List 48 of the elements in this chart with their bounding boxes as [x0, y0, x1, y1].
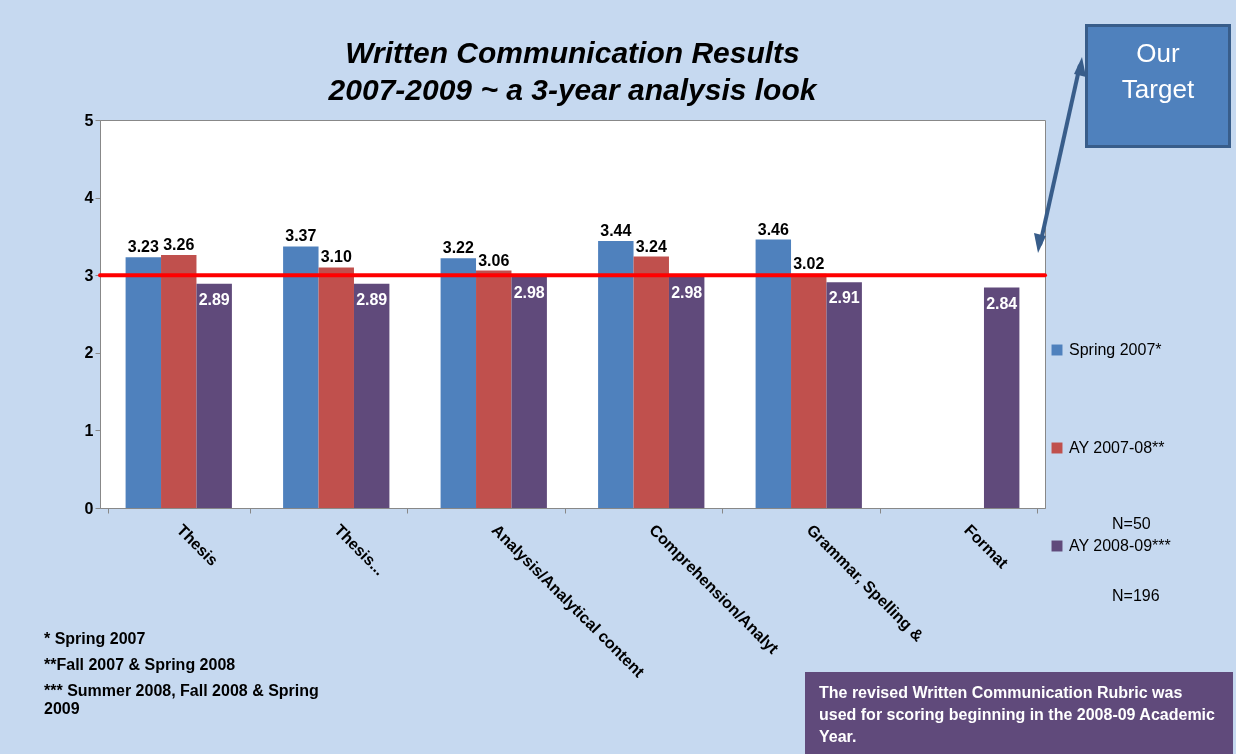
bar: [125, 257, 162, 508]
data-label: 3.26: [163, 236, 195, 254]
data-label: 2.89: [356, 290, 388, 308]
legend-label: AY 2007-08**: [1069, 439, 1165, 456]
bar: [598, 241, 634, 508]
text: **Fall 2007 & Spring 2008: [44, 656, 236, 674]
bar: [826, 282, 862, 508]
text: * Spring 2007: [44, 630, 146, 648]
bar: [633, 256, 669, 508]
bar: [668, 276, 705, 508]
bar: [318, 267, 354, 508]
y-tick-label: 3: [84, 266, 94, 284]
text: N=196: [1112, 587, 1160, 605]
y-tick-label: 1: [84, 421, 94, 439]
data-label: 2.98: [671, 283, 703, 301]
text: N=50: [1112, 515, 1151, 533]
text: *** Summer 2008, Fall 2008 & Spring 2009: [44, 682, 320, 718]
text: Our Target: [1085, 24, 1231, 148]
data-label: 3.44: [600, 222, 632, 240]
data-label: 2.91: [828, 289, 860, 307]
bar: [283, 246, 319, 508]
data-label: 3.23: [127, 238, 159, 256]
data-label: 3.24: [635, 237, 667, 255]
bar: [511, 276, 547, 508]
y-tick-label: 4: [84, 189, 94, 207]
data-label: 3.22: [442, 239, 474, 257]
bar: [983, 287, 1020, 508]
bar: [353, 283, 390, 508]
data-label: 3.10: [320, 248, 352, 266]
data-label: 3.02: [793, 254, 825, 272]
bar: [161, 255, 197, 508]
data-label: 3.46: [757, 220, 789, 238]
legend-label: AY 2008-09***: [1069, 537, 1171, 554]
chart-title: Written Communication Results 2007-2009 ~ a 3-year analysis look: [327, 36, 818, 106]
y-tick-label: 5: [84, 111, 94, 129]
data-label: 2.89: [198, 290, 230, 308]
y-tick-label: 2: [84, 344, 94, 362]
y-tick-label: 0: [84, 499, 94, 517]
bar: [755, 239, 792, 508]
legend-label: Spring 2007*: [1069, 341, 1162, 358]
data-label: 3.06: [478, 251, 510, 269]
bar: [196, 283, 232, 508]
bar: [476, 270, 512, 508]
data-label: 2.98: [513, 283, 545, 301]
data-label: 3.37: [285, 227, 317, 245]
bar: [440, 258, 477, 508]
text: The revised Written Communication Rubric was used for scoring beginning in the 2008-09 Academic Year.: [805, 672, 1233, 754]
data-label: 2.84: [986, 294, 1018, 312]
